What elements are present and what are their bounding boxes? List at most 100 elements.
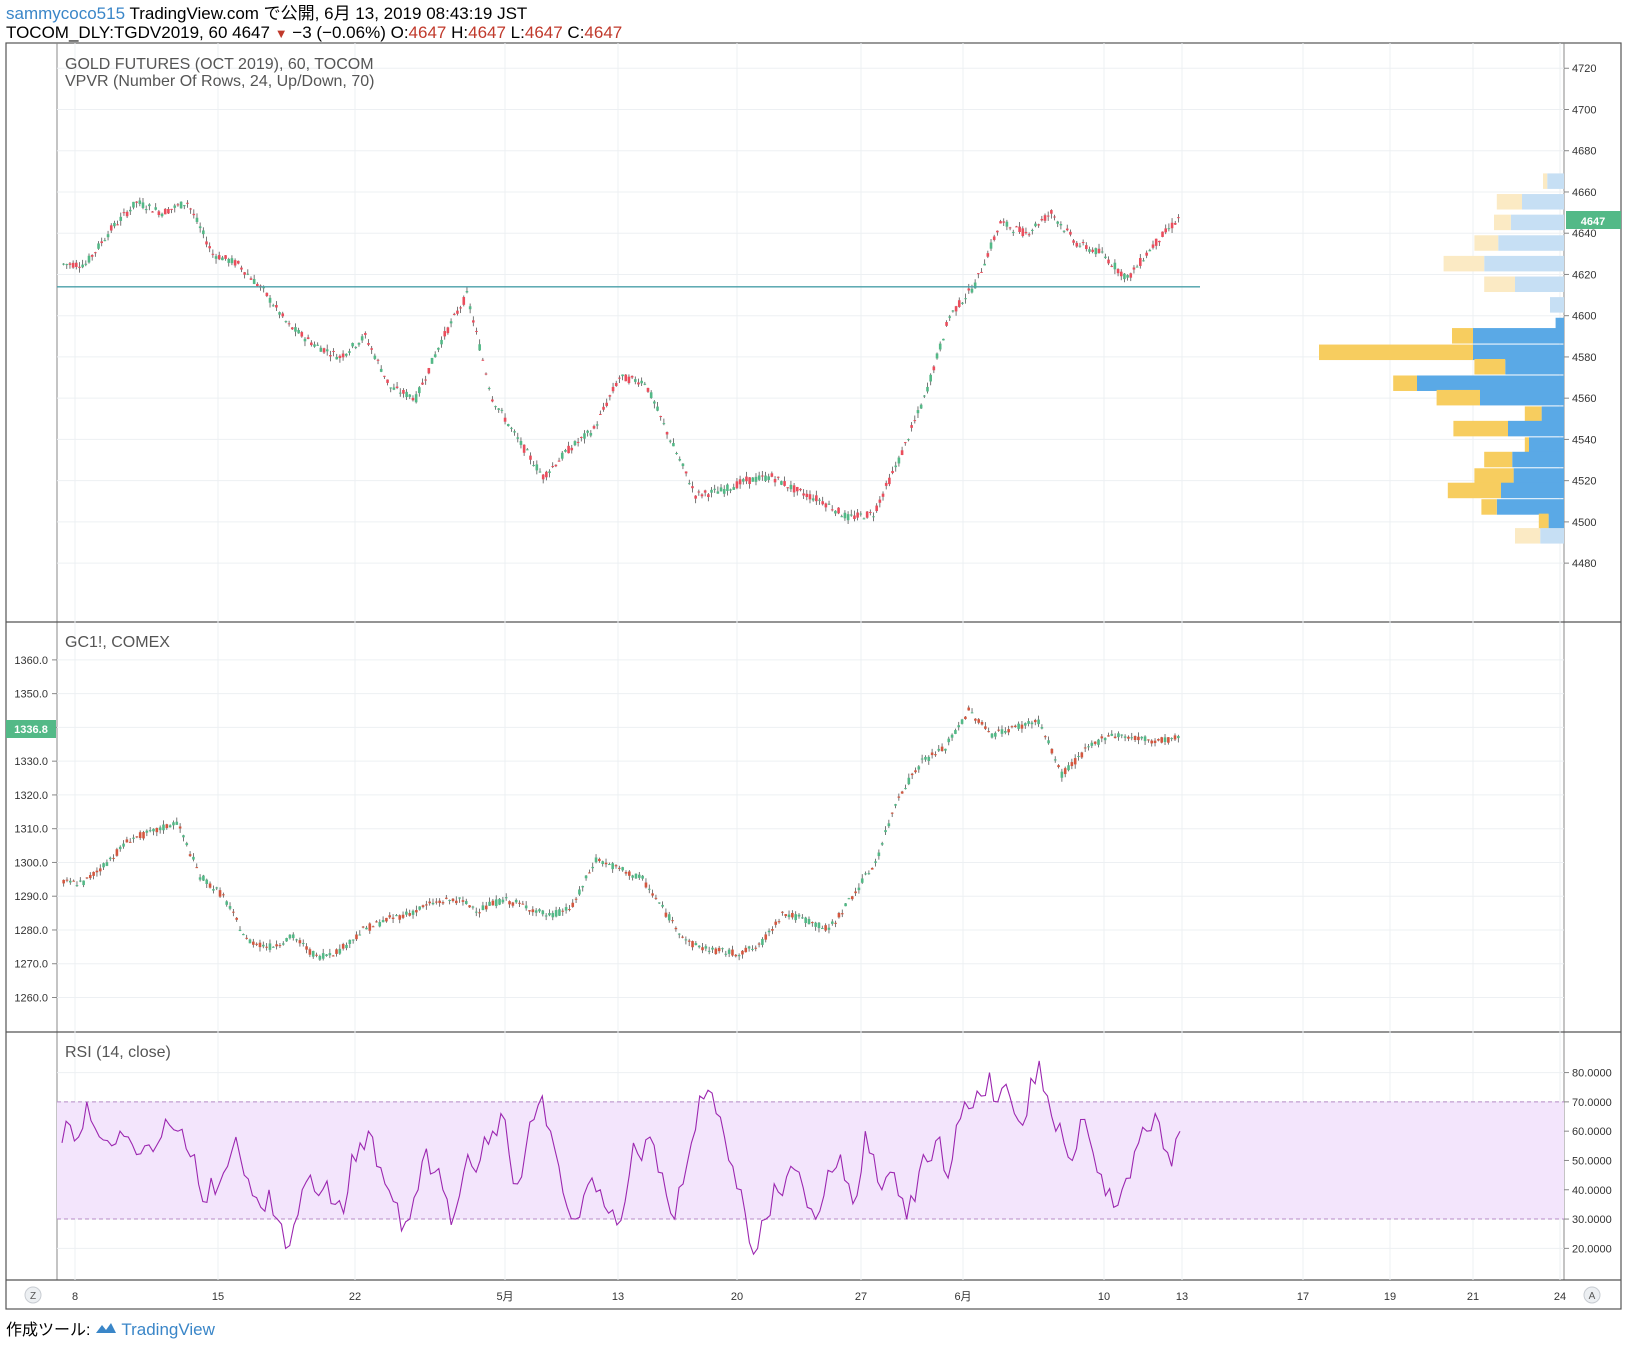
candle bbox=[1033, 720, 1037, 723]
volume-profile-up-bar bbox=[1496, 499, 1564, 515]
candle bbox=[677, 933, 681, 935]
author-link[interactable]: sammycoco515 bbox=[6, 4, 126, 23]
candle bbox=[122, 212, 126, 214]
candle bbox=[716, 491, 720, 494]
candle bbox=[98, 868, 102, 872]
candle bbox=[1177, 217, 1180, 219]
candle bbox=[245, 937, 248, 939]
candle bbox=[935, 353, 939, 359]
candle bbox=[1103, 737, 1107, 741]
candle bbox=[815, 495, 818, 502]
candle bbox=[265, 292, 269, 297]
candle bbox=[411, 397, 415, 401]
candle bbox=[105, 862, 109, 866]
y-tick-label: 4540 bbox=[1572, 434, 1596, 446]
time-axis[interactable]: 8 15 22 5月 13 20 27 6月 10 13 17 19 21 24 bbox=[72, 1291, 1566, 1303]
candle bbox=[1120, 734, 1124, 736]
candle bbox=[418, 906, 421, 910]
candle bbox=[805, 493, 809, 497]
candle bbox=[328, 953, 332, 956]
candle bbox=[428, 901, 431, 904]
candle bbox=[1067, 765, 1070, 771]
candle bbox=[508, 901, 511, 905]
candle bbox=[548, 913, 551, 916]
candle bbox=[218, 890, 222, 897]
candle bbox=[960, 719, 964, 724]
candle bbox=[430, 357, 434, 364]
candle bbox=[458, 897, 461, 899]
y-tick-label: 1350.0 bbox=[14, 689, 48, 701]
candle bbox=[964, 298, 967, 300]
candle bbox=[335, 356, 339, 360]
candle bbox=[395, 915, 398, 917]
candle bbox=[373, 355, 377, 359]
candle bbox=[661, 904, 664, 907]
candle bbox=[634, 873, 638, 879]
comex-gold-pane[interactable]: 1360.01350.01340.01330.01320.01310.01300… bbox=[14, 655, 1180, 1005]
candle bbox=[934, 754, 937, 756]
candle bbox=[113, 222, 116, 227]
candle bbox=[927, 756, 931, 761]
candle bbox=[497, 408, 501, 410]
candle bbox=[910, 773, 914, 776]
candle bbox=[144, 208, 148, 211]
volume-profile-down-bar bbox=[1481, 499, 1497, 515]
y-tick-label: 30.0000 bbox=[1572, 1214, 1612, 1226]
candle bbox=[807, 918, 811, 925]
candle bbox=[500, 409, 504, 411]
candle bbox=[532, 464, 535, 466]
candle bbox=[445, 897, 448, 899]
candle bbox=[761, 938, 764, 945]
candle bbox=[1013, 725, 1017, 727]
candle bbox=[182, 835, 185, 838]
tocom-gold-pane[interactable]: 4720 4700 4680 4660 4640 4620 4600 4580 4560 4540… bbox=[57, 63, 1596, 570]
y-tick-label: 4520 bbox=[1572, 476, 1596, 488]
candle bbox=[441, 902, 445, 904]
candle bbox=[1140, 736, 1144, 739]
candle bbox=[224, 255, 227, 259]
candle bbox=[348, 939, 352, 944]
candle bbox=[1002, 221, 1006, 223]
candle bbox=[888, 477, 891, 485]
candle bbox=[1138, 258, 1142, 266]
candle bbox=[624, 872, 628, 874]
candle bbox=[321, 953, 325, 959]
pane1-title: GOLD FUTURES (OCT 2019), 60, TOCOM bbox=[65, 56, 374, 73]
published-text: で公開, 6月 13, 2019 08:43:19 JST bbox=[263, 4, 528, 23]
y-tick-label: 4700 bbox=[1572, 104, 1596, 116]
zoom-button[interactable]: Z bbox=[24, 1286, 42, 1304]
candle bbox=[794, 914, 797, 921]
candle bbox=[601, 861, 604, 864]
candle bbox=[398, 392, 402, 394]
candle bbox=[148, 830, 152, 832]
candle bbox=[877, 852, 881, 857]
volume-profile-down-bar bbox=[1543, 173, 1548, 189]
candle bbox=[1027, 234, 1031, 236]
change-value: −3 (−0.06%) bbox=[292, 23, 386, 42]
candle bbox=[179, 201, 183, 209]
candle bbox=[354, 346, 358, 348]
auto-scale-button[interactable]: A bbox=[1583, 1286, 1601, 1304]
candle bbox=[681, 463, 685, 467]
candle bbox=[154, 207, 157, 210]
candle bbox=[703, 490, 707, 493]
candle bbox=[1070, 762, 1074, 767]
y-tick-label: 1320.0 bbox=[14, 790, 48, 802]
candle bbox=[824, 503, 828, 508]
candle bbox=[468, 306, 472, 310]
candle bbox=[737, 955, 741, 957]
candle bbox=[188, 854, 192, 857]
tradingview-brand-link[interactable]: TradingView bbox=[121, 1320, 215, 1339]
candle bbox=[734, 954, 738, 957]
price-tag-tocom: 4647 bbox=[1566, 211, 1621, 229]
candle bbox=[367, 343, 370, 345]
volume-profile-up-bar bbox=[1508, 420, 1564, 437]
candle bbox=[195, 217, 199, 222]
candle bbox=[364, 333, 367, 335]
volume-profile-up-bar bbox=[1498, 235, 1564, 251]
volume-profile-down-bar bbox=[1496, 194, 1522, 210]
candle bbox=[697, 491, 701, 493]
rsi-pane[interactable]: 80.0000 70.0000 60.0000 50.0000 40.0000 30.00… bbox=[57, 1060, 1612, 1256]
candle bbox=[389, 387, 393, 389]
